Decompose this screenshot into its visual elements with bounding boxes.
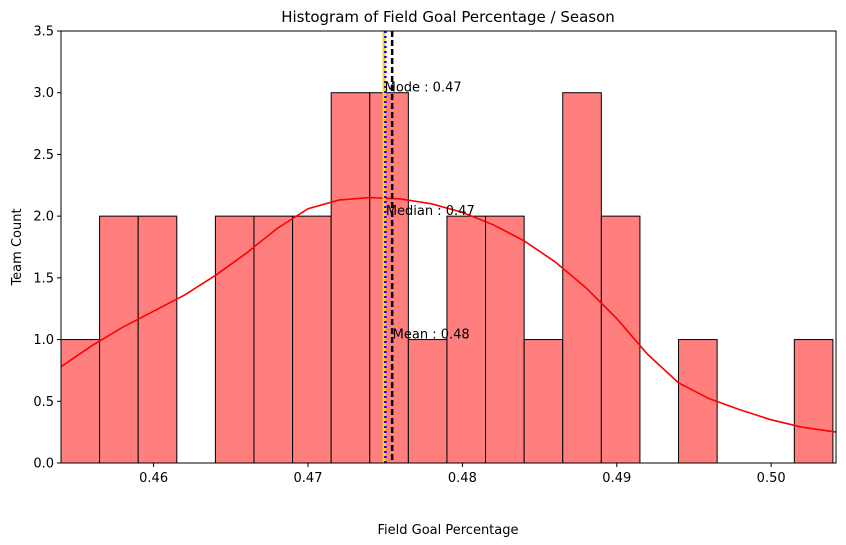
histogram-bar [562, 92, 602, 464]
histogram-bar [485, 215, 525, 464]
histogram-bar [600, 215, 641, 464]
histogram-bar [407, 339, 448, 464]
histogram-bar [369, 92, 409, 464]
histogram-bar [214, 215, 255, 464]
plot-frame [60, 30, 837, 464]
kde-group [60, 196, 837, 433]
y-axis-label: Team Count [10, 208, 25, 286]
x-tick-label: 0.48 [448, 471, 477, 486]
y-tick-label: 1.5 [33, 271, 54, 286]
x-axis-label: Field Goal Percentage [377, 523, 518, 538]
histogram-bar [292, 215, 332, 464]
histogram-bar [137, 215, 178, 464]
x-tick-label: 0.50 [757, 471, 786, 486]
histogram-bar [253, 215, 294, 464]
x-tick-label: 0.47 [294, 471, 323, 486]
bars-group [60, 92, 834, 464]
y-tick-label: 3.5 [33, 25, 54, 40]
x-tick-label: 0.49 [602, 471, 631, 486]
histogram-bar [446, 215, 487, 464]
histogram-bar [330, 92, 371, 464]
mean-annotation: Mean : 0.48 [393, 328, 470, 343]
y-tick-label: 2.0 [33, 210, 54, 225]
y-tick-label: 2.5 [33, 148, 54, 163]
y-axis-ticks: 0.0 0.5 1.0 1.5 2.0 2.5 3.0 3.5 [33, 25, 61, 472]
x-tick-label: 0.46 [139, 471, 168, 486]
histogram-bar [678, 339, 718, 464]
mode-annotation: Mode : 0.47 [385, 81, 462, 96]
y-tick-label: 0.5 [33, 395, 54, 410]
histogram-bar [793, 339, 834, 464]
y-tick-label: 3.0 [33, 86, 54, 101]
y-tick-label: 0.0 [33, 457, 54, 472]
histogram-bar [523, 339, 564, 464]
reference-lines-group: Mode : 0.47 Median : 0.47 Mean : 0.48 [382, 31, 475, 463]
y-tick-label: 1.0 [33, 333, 54, 348]
histogram-bar [60, 339, 101, 464]
histogram-bar [99, 215, 139, 464]
chart-title: Histogram of Field Goal Percentage / Sea… [281, 8, 615, 26]
median-annotation: Median : 0.47 [386, 204, 475, 219]
x-axis-ticks: 0.46 0.47 0.48 0.49 0.50 [139, 463, 786, 486]
kde-curve [60, 196, 837, 433]
